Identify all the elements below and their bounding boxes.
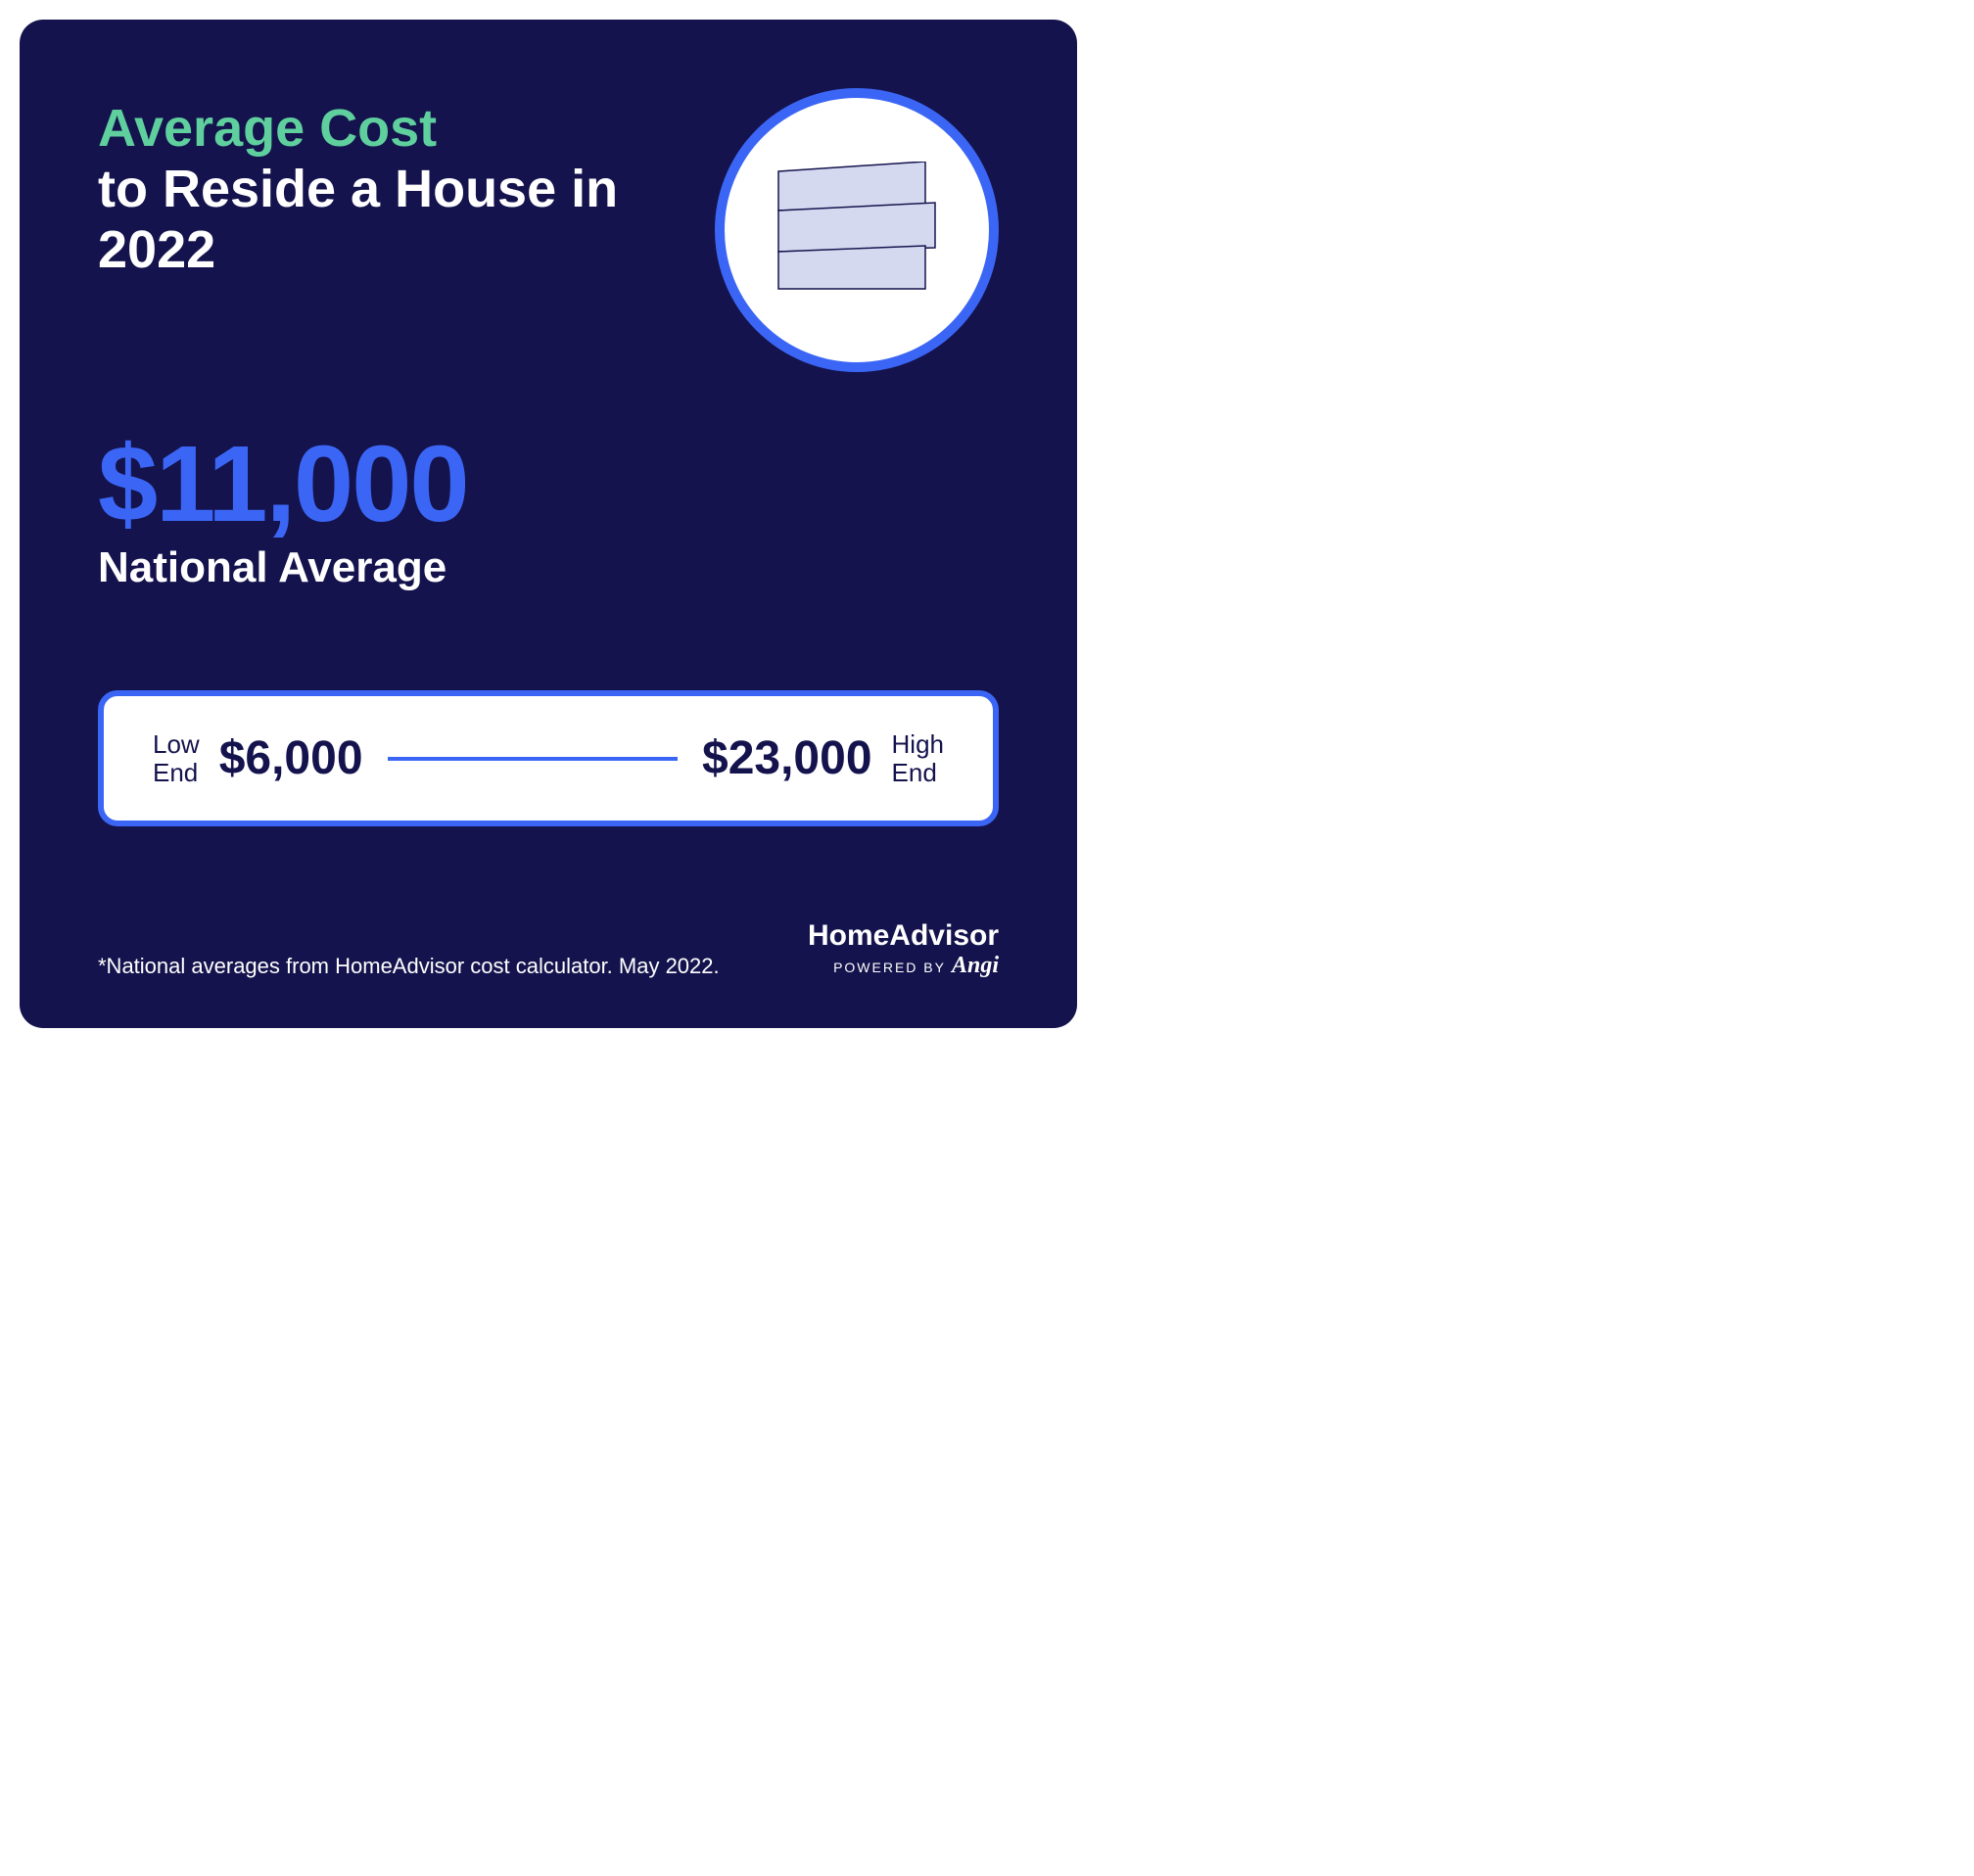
infographic-card: Average Cost to Reside a House in 2022 $… [20,20,1077,1028]
logo-main: HomeAdvisor [808,919,999,953]
logo-sub-brand: Angi [952,953,999,979]
range-box: LowEnd $6,000 $23,000 HighEnd [98,690,999,826]
top-row: Average Cost to Reside a House in 2022 [98,98,999,372]
icon-circle [715,88,999,372]
logo-sub-prefix: POWERED BY [833,960,946,975]
high-end-value: $23,000 [702,731,872,785]
range-high: $23,000 HighEnd [702,730,944,786]
high-end-label: HighEnd [892,730,944,786]
range-line [388,757,678,761]
average-label: National Average [98,543,999,592]
title-line-2: to Reside a House in 2022 [98,159,715,280]
range-low: LowEnd $6,000 [153,730,363,786]
footnote: *National averages from HomeAdvisor cost… [98,954,720,979]
footer: *National averages from HomeAdvisor cost… [98,919,999,979]
low-end-value: $6,000 [219,731,363,785]
title-line-1: Average Cost [98,98,715,159]
logo-sub: POWERED BY Angi [808,953,999,979]
average-block: $11,000 National Average [98,431,999,592]
low-end-label: LowEnd [153,730,200,786]
title-block: Average Cost to Reside a House in 2022 [98,98,715,280]
siding-icon [769,162,945,299]
logo-block: HomeAdvisor POWERED BY Angi [808,919,999,979]
average-value: $11,000 [98,431,999,539]
